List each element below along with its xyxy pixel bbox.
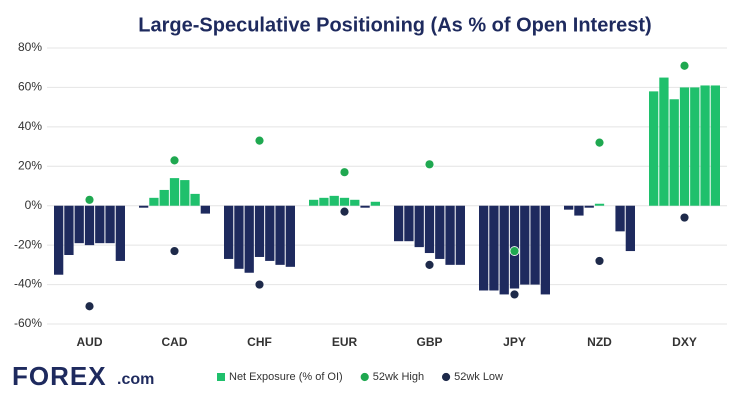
bar	[54, 205, 64, 275]
bar	[710, 85, 720, 206]
bar	[139, 205, 149, 208]
bar	[404, 205, 414, 242]
bar	[329, 195, 339, 206]
bar	[700, 85, 710, 206]
y-tick-label: 0%	[25, 198, 43, 212]
x-tick-label: AUD	[77, 335, 103, 349]
bar	[339, 197, 350, 206]
bar	[200, 205, 210, 214]
bar	[540, 205, 550, 295]
legend-swatch	[441, 372, 451, 382]
y-tick-label: 60%	[18, 80, 42, 94]
high-point	[84, 194, 95, 205]
bar	[224, 205, 234, 259]
high-point	[254, 135, 265, 146]
bar	[159, 189, 169, 206]
bar	[84, 205, 95, 246]
low-point	[509, 289, 520, 300]
legend-label: 52wk Low	[454, 371, 503, 383]
high-point	[169, 155, 180, 166]
bar	[350, 199, 360, 206]
bar	[424, 205, 435, 254]
y-tick-label: 80%	[18, 40, 42, 54]
bar	[455, 205, 465, 265]
bar	[615, 205, 625, 232]
bar	[690, 87, 700, 206]
y-tick-label: 40%	[18, 119, 42, 133]
bar	[594, 203, 605, 206]
y-tick-label: -40%	[14, 277, 42, 291]
bar	[169, 178, 180, 206]
bar	[285, 205, 295, 267]
x-tick-label: EUR	[332, 335, 358, 349]
bar	[95, 205, 105, 244]
y-tick-label: -20%	[14, 237, 42, 251]
bar	[479, 205, 489, 291]
bar	[190, 193, 200, 206]
y-tick-label: -60%	[14, 316, 42, 330]
bar	[309, 199, 319, 206]
low-point	[339, 206, 350, 217]
bar	[489, 205, 499, 291]
x-tick-label: DXY	[672, 335, 697, 349]
bar	[180, 180, 190, 206]
bar	[625, 205, 635, 252]
bar	[370, 201, 380, 206]
bar	[574, 205, 584, 216]
bar	[394, 205, 404, 242]
x-tick-label: JPY	[503, 335, 526, 349]
low-point	[169, 246, 180, 256]
bar	[149, 197, 159, 206]
bar	[649, 91, 659, 206]
x-tick-label: CAD	[162, 335, 188, 349]
bar	[435, 205, 445, 259]
high-point	[509, 246, 520, 256]
high-point	[424, 159, 435, 170]
bar	[265, 205, 275, 261]
bar	[679, 87, 690, 206]
low-point	[594, 256, 605, 266]
legend-swatch	[359, 372, 370, 382]
bar	[254, 205, 265, 257]
bar	[360, 205, 370, 208]
chart-title: Large-Speculative Positioning (As % of O…	[138, 14, 651, 36]
high-point	[679, 60, 690, 71]
bar	[659, 77, 669, 206]
x-tick-label: CHF	[247, 335, 272, 349]
bar	[74, 205, 84, 244]
legend-label: Net Exposure (% of OI)	[229, 371, 343, 383]
high-point	[594, 137, 605, 148]
bar	[244, 205, 254, 273]
bar	[64, 205, 74, 255]
legend-label: 52wk High	[373, 371, 424, 383]
bar	[115, 205, 125, 261]
bar	[445, 205, 455, 265]
bar	[669, 99, 679, 206]
low-point	[84, 301, 95, 312]
bar	[234, 205, 244, 269]
bar	[564, 205, 574, 210]
x-tick-label: NZD	[587, 335, 612, 349]
logo-main: FOREX	[12, 361, 107, 391]
bar	[499, 205, 509, 295]
bar	[584, 205, 594, 208]
low-point	[424, 259, 435, 270]
bar	[530, 205, 540, 285]
low-point	[679, 212, 690, 223]
x-tick-label: GBP	[416, 335, 442, 349]
bar	[520, 205, 530, 285]
high-point	[339, 167, 350, 178]
low-point	[254, 279, 265, 290]
y-tick-label: 20%	[18, 158, 42, 172]
bar	[414, 205, 424, 248]
bar	[105, 205, 115, 244]
bar	[275, 205, 285, 265]
bar	[319, 197, 329, 206]
legend-swatch	[217, 373, 225, 381]
logo-suffix: .com	[117, 371, 154, 388]
